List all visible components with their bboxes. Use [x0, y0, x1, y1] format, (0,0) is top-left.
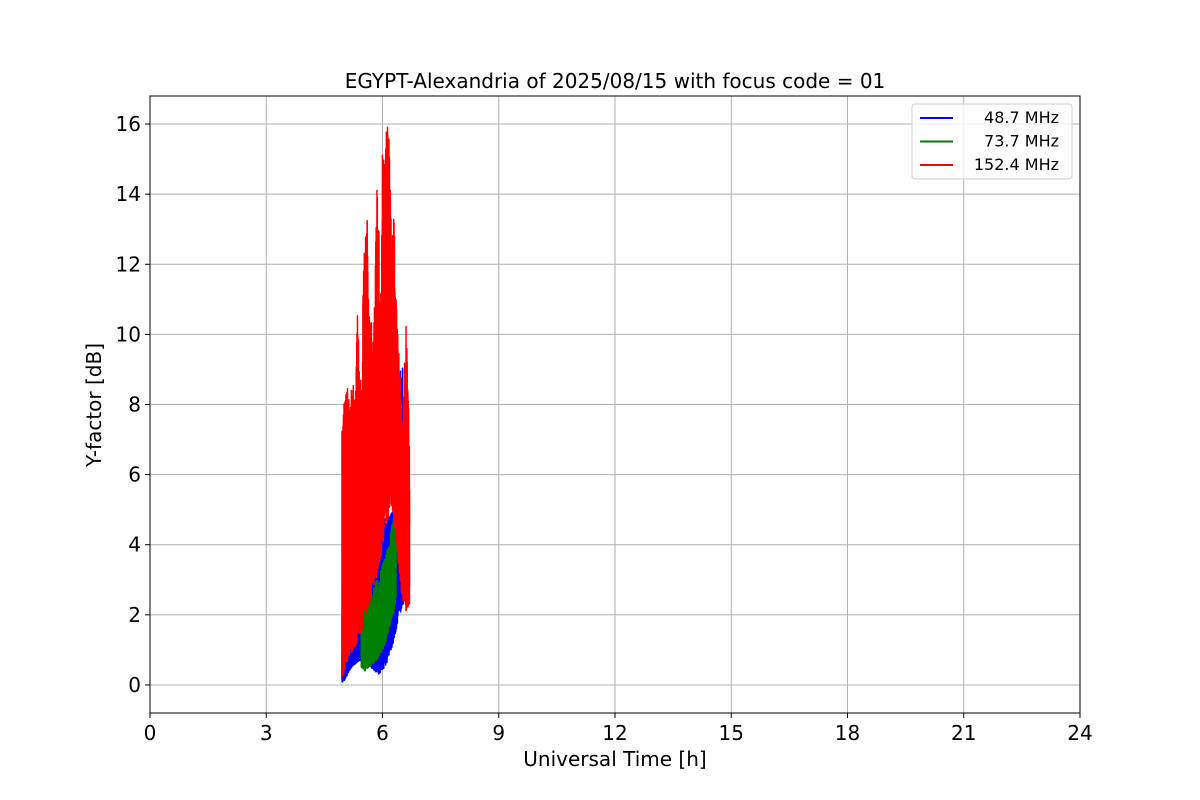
legend-label: 48.7 MHz — [984, 108, 1059, 127]
x-tick-label: 0 — [144, 721, 157, 745]
x-ticks: 0 3 6 9 12 15 18 21 24 — [144, 713, 1093, 745]
y-tick-label: 6 — [128, 463, 141, 487]
y-tick-label: 0 — [128, 673, 141, 697]
grid — [149, 96, 1081, 713]
y-tick-label: 14 — [116, 182, 141, 206]
series-line — [341, 126, 411, 678]
legend-box — [911, 103, 1073, 180]
x-tick-label: 24 — [1067, 721, 1092, 745]
y-tick-label: 16 — [116, 112, 141, 136]
x-tick-label: 18 — [835, 721, 860, 745]
legend: 48.7 MHz 73.7 MHz 152.4 MHz — [911, 103, 1073, 180]
y-tick-label: 8 — [128, 393, 141, 417]
x-tick-label: 3 — [260, 721, 273, 745]
legend-label: 73.7 MHz — [984, 132, 1059, 151]
x-tick-label: 12 — [602, 721, 627, 745]
y-ticks: 0 2 4 6 8 10 12 14 16 — [116, 112, 150, 697]
chart-title: EGYPT-Alexandria of 2025/08/15 with focu… — [345, 69, 886, 93]
x-tick-label: 15 — [719, 721, 744, 745]
x-tick-label: 21 — [951, 721, 976, 745]
series-layer — [341, 126, 411, 683]
y-tick-label: 12 — [116, 252, 141, 276]
x-axis-label: Universal Time [h] — [523, 747, 706, 771]
y-tick-label: 2 — [128, 603, 141, 627]
series-line — [360, 511, 397, 672]
legend-label: 152.4 MHz — [974, 155, 1059, 174]
y-tick-label: 10 — [116, 322, 141, 346]
y-axis-label: Y-factor [dB] — [82, 343, 106, 468]
x-tick-label: 9 — [492, 721, 505, 745]
y-tick-label: 4 — [128, 533, 141, 557]
x-tick-label: 6 — [376, 721, 389, 745]
